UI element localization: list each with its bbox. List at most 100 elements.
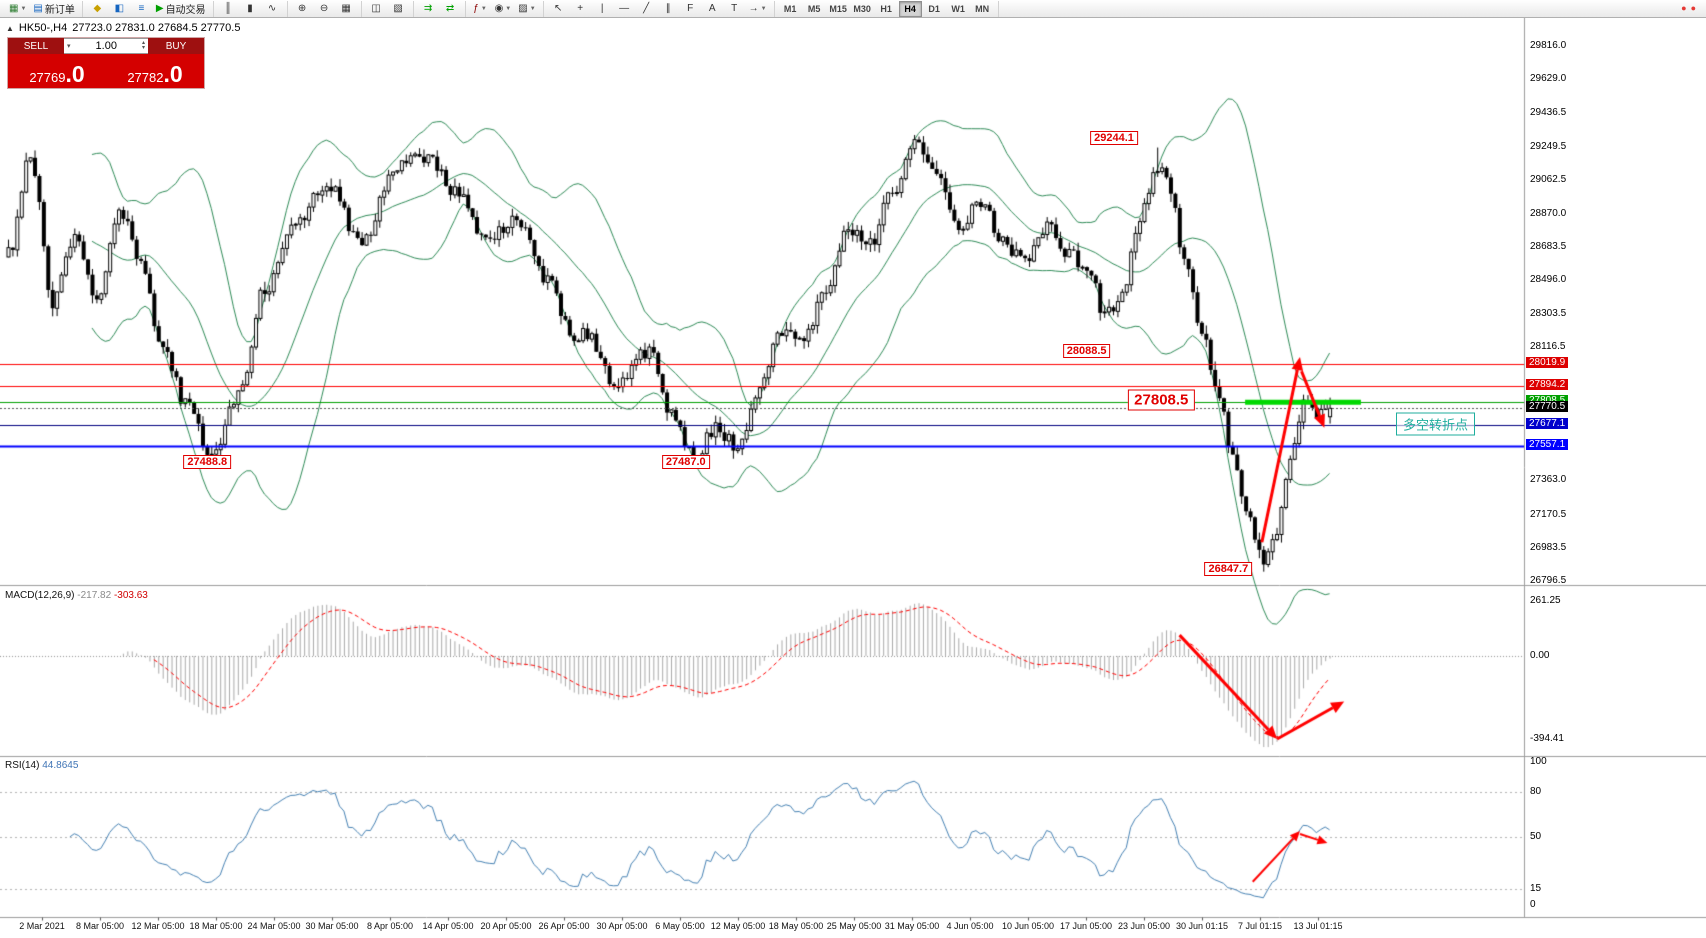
timeframe-d1-button[interactable]: D1 [923,1,946,17]
time-axis[interactable] [0,917,1706,938]
sell-price[interactable]: 27769.0 [8,54,106,88]
toolbar-group-zoom: ⊕ ⊖ ▦ [288,0,362,17]
candlestick-chart-icon: ▮ [247,2,253,14]
buy-price-pips: .0 [163,61,183,87]
auto-scroll-icon: ⇉ [423,2,433,14]
macd-value-main: -217.82 [77,590,112,601]
collapse-panel-icon[interactable]: ▲ [6,23,14,33]
sell-button[interactable]: SELL [8,38,64,54]
templates-button[interactable]: ▨ ▼ [515,1,538,17]
autotrading-button[interactable]: ▶ 自动交易 [153,1,209,17]
timeframe-mn-button[interactable]: MN [971,1,994,17]
equidistant-channel-icon: ∥ [665,2,671,14]
price-scale[interactable] [1524,18,1706,917]
timeframe-m1-button[interactable]: M1 [779,1,802,17]
text-button[interactable]: A [702,1,723,17]
price-callout-label: 29244.1 [1090,130,1138,145]
vertical-line-button[interactable]: | [592,1,613,17]
timeframe-h4-button[interactable]: H4 [898,0,922,17]
macd-name: MACD(12,26,9) [5,590,75,601]
time-axis-label: 18 May 05:00 [768,921,824,931]
crosshair-button[interactable]: + [570,1,591,17]
sell-price-pips: .0 [65,61,85,87]
arrows-menu-button[interactable]: → ▼ [746,1,770,17]
rsi-scale-tick: 15 [1530,883,1542,895]
buy-button[interactable]: BUY [148,38,204,54]
metaeditor-button[interactable]: ◆ [87,1,108,17]
timeframe-m30-button[interactable]: M30 [851,1,874,17]
price-level-label: 28019.9 [1526,357,1569,369]
price-callout-label: 28088.5 [1062,343,1111,358]
indicators-icon: ƒ [473,2,479,14]
new-order-button[interactable]: ▤ 新订单 [30,1,77,17]
timeframe-w1-button[interactable]: W1 [947,1,970,17]
price-scale-tick: 28496.0 [1530,273,1567,285]
autotrading-label: 自动交易 [165,5,206,16]
chart-symbol-period: HK50-,H4 [18,22,68,34]
candlestick-chart-button[interactable]: ▮ [240,1,261,17]
price-scale-tick: 29629.0 [1530,73,1567,85]
toolbar-group-scroll: ⇉ ⇄ [414,0,466,17]
volume-value: 1.00 [95,40,117,52]
volume-input[interactable]: ▾ 1.00 ▴ ▾ [64,38,148,54]
chart-ohlc: 27723.0 27831.0 27684.5 27770.5 [72,22,241,34]
timeframe-m5-button[interactable]: M5 [803,1,826,17]
price-level-label: 27557.1 [1526,439,1569,451]
time-axis-label: 20 Apr 05:00 [480,921,532,931]
rsi-scale-tick: 80 [1530,786,1542,798]
indicators-button[interactable]: ƒ ▼ [470,1,491,17]
buy-price[interactable]: 27782.0 [106,54,204,88]
line-chart-button[interactable]: ∿ [262,1,283,17]
periods-icon: ◉ [494,2,504,14]
chart-canvas[interactable] [0,18,1706,938]
price-scale-tick: 27170.5 [1530,508,1567,520]
timeframe-h1-button[interactable]: H1 [875,1,898,17]
tile-windows-button[interactable]: ◫ [366,1,387,17]
macd-value-signal: -303.63 [113,590,148,601]
templates-dropdown-icon[interactable]: ▼ [529,5,536,12]
timeframe-m15-button[interactable]: M15 [827,1,850,17]
price-scale-tick: 29816.0 [1530,40,1567,52]
volume-up-icon[interactable]: ▴ [141,40,145,46]
equidistant-channel-button[interactable]: ∥ [658,1,679,17]
zoom-in-icon: ⊕ [297,2,307,14]
horizontal-line-button[interactable]: — [614,1,635,17]
cursor-button[interactable]: ↖ [548,1,569,17]
grid-button[interactable]: ▦ [336,1,357,17]
zoom-in-button[interactable]: ⊕ [292,1,313,17]
indicators-dropdown-icon[interactable]: ▼ [480,5,487,12]
periods-button[interactable]: ◉ ▼ [492,1,515,17]
time-axis-label: 13 Jul 01:15 [1293,921,1343,931]
navigator-icon: ≡ [138,2,145,14]
arrows-menu-dropdown-icon[interactable]: ▼ [760,5,767,12]
volume-spinner[interactable]: ▴ ▾ [141,40,145,51]
market-watch-button[interactable]: ◧ [109,1,130,17]
new-chart-button[interactable]: ▦ ▼ [6,1,29,17]
rsi-scale-tick: 100 [1530,756,1547,768]
volume-down-icon[interactable]: ▾ [141,45,145,51]
price-scale-tick: 27363.0 [1530,474,1567,486]
bar-chart-button[interactable]: ║ [218,1,239,17]
auto-scroll-button[interactable]: ⇉ [418,1,439,17]
rsi-indicator-label: RSI(14) 44.8645 [5,760,78,771]
volume-dropdown-icon[interactable]: ▾ [67,43,71,50]
chart-shift-button[interactable]: ⇄ [440,1,461,17]
time-axis-label: 14 Apr 05:00 [422,921,474,931]
price-callout-label: 27487.0 [661,454,710,469]
new-order-icon: ▤ [33,2,43,14]
navigator-button[interactable]: ≡ [131,1,152,17]
trendline-button[interactable]: ╱ [636,1,657,17]
record-indicator-2-icon: ● [1690,3,1696,13]
time-axis-label: 2 Mar 2021 [19,921,65,931]
text-label-button[interactable]: T [724,1,745,17]
time-axis-label: 12 May 05:00 [710,921,766,931]
cascade-windows-button[interactable]: ▧ [388,1,409,17]
fibonacci-button[interactable]: F [680,1,701,17]
new-chart-icon: ▦ [9,2,19,14]
price-scale-tick: 26796.5 [1530,574,1567,586]
periods-dropdown-icon[interactable]: ▼ [505,5,512,12]
zoom-out-button[interactable]: ⊖ [314,1,335,17]
time-axis-label: 8 Mar 05:00 [75,921,125,931]
new-chart-dropdown-icon[interactable]: ▼ [20,5,27,12]
M30-label: M30 [853,3,871,14]
